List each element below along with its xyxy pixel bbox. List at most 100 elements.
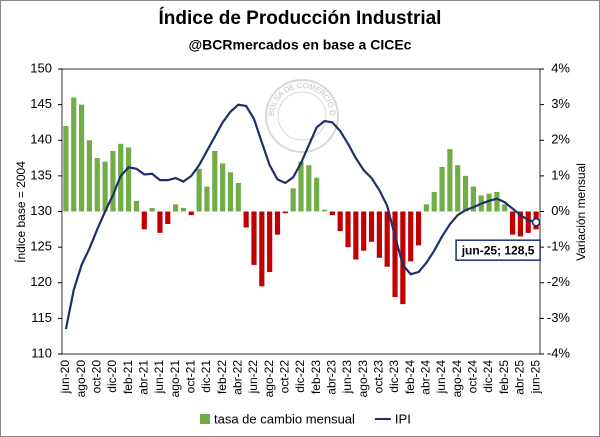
bar <box>79 104 85 212</box>
x-tick-label: jun-21 <box>152 360 166 395</box>
y2-tick-label: 3% <box>551 96 570 111</box>
bar <box>494 191 500 212</box>
bar <box>274 211 281 235</box>
bar <box>243 211 249 228</box>
bar <box>415 211 422 246</box>
bar <box>71 97 77 212</box>
x-tick-label: feb-21 <box>121 360 135 394</box>
x-tick-label: oct-23 <box>372 360 386 394</box>
x-tick-label: abr-24 <box>419 360 433 395</box>
x-tick-label: jun-23 <box>340 360 354 395</box>
y2-tick-label: 2% <box>551 132 570 147</box>
x-tick-label: jun-25 <box>528 360 542 395</box>
x-tick-label: ago-24 <box>450 360 464 398</box>
bar <box>337 211 343 232</box>
seal-inner <box>277 91 327 141</box>
bar <box>188 211 194 216</box>
x-tick-label: oct-22 <box>277 360 291 394</box>
x-tick-label: ago-21 <box>168 360 182 398</box>
y-tick-label: 150 <box>30 60 52 75</box>
x-tick-label: oct-24 <box>466 360 480 394</box>
chart-title: Índice de Producción Industrial <box>159 7 442 29</box>
bar <box>235 183 241 212</box>
y-tick-label: 130 <box>30 203 52 218</box>
bar <box>102 161 108 212</box>
x-tick-label: dic-21 <box>199 360 213 393</box>
y-tick-label: 135 <box>30 167 52 182</box>
line <box>64 103 537 330</box>
bar <box>447 149 453 212</box>
y-tick-label: 120 <box>30 274 52 289</box>
y2-tick-label: -3% <box>547 310 571 325</box>
bar <box>282 211 288 214</box>
x-tick-label: jun-24 <box>434 360 448 395</box>
legend-label: tasa de cambio mensual <box>214 411 355 426</box>
x-tick-label: ago-20 <box>74 360 88 398</box>
bar <box>384 211 390 267</box>
x-tick-label: abr-25 <box>513 360 527 395</box>
bar <box>251 211 257 265</box>
bar <box>439 166 445 212</box>
y-tick-label: 140 <box>30 132 52 147</box>
bar <box>290 188 296 212</box>
bar <box>227 172 234 212</box>
chart-subtitle: @BCRmercados en base a CICEc <box>189 37 412 53</box>
bar <box>259 211 265 287</box>
bar <box>173 204 179 212</box>
x-tick-label: feb-22 <box>215 360 229 394</box>
bar <box>462 175 469 212</box>
y2-axis-label: Variación mensual <box>574 163 588 261</box>
bar <box>94 158 100 212</box>
bar <box>329 211 335 216</box>
bar <box>345 211 351 248</box>
y2-tick-label: -4% <box>547 345 571 360</box>
x-tick-label: feb-23 <box>309 360 323 394</box>
bar <box>157 211 163 233</box>
last-point <box>531 217 541 227</box>
bar <box>298 161 304 212</box>
bar <box>306 165 312 212</box>
legend-label: IPI <box>395 411 411 426</box>
bar <box>220 163 226 212</box>
bar <box>212 150 218 212</box>
bar <box>180 207 187 212</box>
bar <box>423 204 429 212</box>
bar <box>525 211 531 233</box>
x-tick-label: dic-22 <box>293 360 307 393</box>
y2-tick-label: 1% <box>551 167 570 182</box>
x-tick-label: oct-20 <box>89 360 103 394</box>
bar <box>376 211 382 258</box>
bar <box>204 186 210 212</box>
x-tick-label: jun-22 <box>246 360 260 395</box>
bar <box>149 207 155 212</box>
bar <box>126 147 132 212</box>
x-tick-label: oct-21 <box>183 360 197 394</box>
bar <box>133 200 140 212</box>
bar <box>110 150 116 212</box>
bar <box>502 204 508 212</box>
bar <box>267 211 273 273</box>
y-tick-label: 115 <box>31 310 52 325</box>
x-tick-label: abr-22 <box>230 360 244 395</box>
y-tick-label: 125 <box>30 239 52 254</box>
bar <box>86 140 93 212</box>
y2-tick-label: -1% <box>547 239 571 254</box>
y-axis-label: Índice base = 2004 <box>13 161 28 263</box>
bar <box>486 193 492 212</box>
bar <box>470 186 476 212</box>
x-tick-label: dic-20 <box>105 360 119 393</box>
bar <box>517 211 523 237</box>
bar <box>63 126 69 212</box>
x-tick-label: ago-22 <box>262 360 276 398</box>
bar <box>431 191 437 212</box>
bar <box>141 211 147 230</box>
x-tick-label: dic-23 <box>387 360 401 393</box>
bar <box>321 209 328 212</box>
y2-tick-label: 0% <box>551 203 570 218</box>
x-tick-label: abr-21 <box>136 360 150 395</box>
bar <box>455 165 461 212</box>
bar <box>314 177 320 212</box>
seal <box>265 79 339 153</box>
bar <box>392 211 398 297</box>
